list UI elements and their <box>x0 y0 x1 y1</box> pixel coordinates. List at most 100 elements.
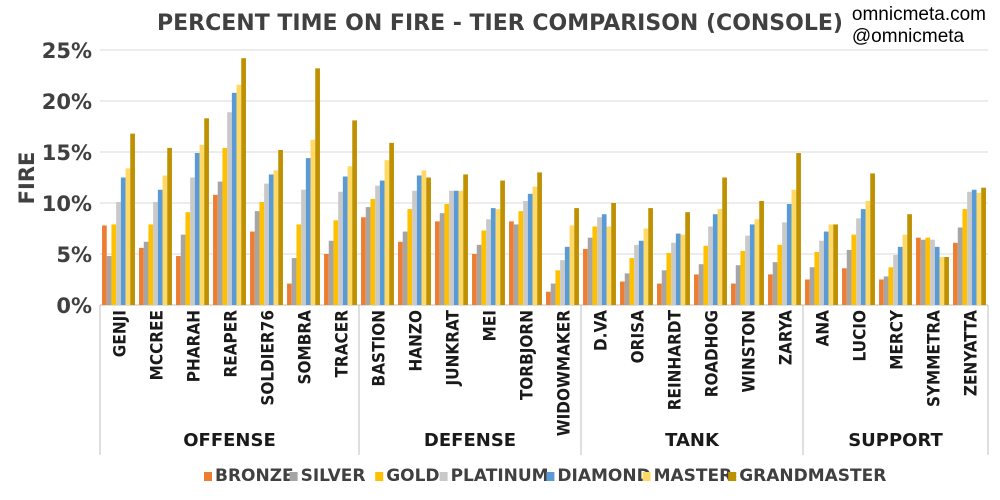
group-label-support: SUPPORT <box>848 430 943 451</box>
bar-mccree-silver <box>143 241 149 305</box>
bar-widowmaker-platinum <box>560 260 565 305</box>
bar-reinhardt-silver <box>661 270 667 305</box>
bar-reaper-diamond <box>231 92 237 305</box>
bar-mercy-grandmaster <box>907 214 912 305</box>
bar-junkrat-bronze <box>435 221 440 305</box>
bar-roadhog-grandmaster <box>722 177 727 305</box>
bar-pharah-grandmaster <box>204 118 209 305</box>
brand-handle: @omnicmeta <box>851 26 965 47</box>
category-label-pharah: PHARAH <box>185 310 205 382</box>
bar-reinhardt-platinum <box>671 242 676 305</box>
bar-tracer-platinum <box>338 191 343 305</box>
bar-reinhardt-gold <box>666 252 672 305</box>
bar-zarya-diamond <box>786 204 792 305</box>
bar-d-va-platinum <box>597 217 602 305</box>
category-label-tracer: TRACER <box>333 310 353 378</box>
bar-roadhog-bronze <box>694 274 699 305</box>
category-label-junkrat: JUNKRAT <box>444 309 464 386</box>
bar-mercy-diamond <box>897 246 903 305</box>
bar-reaper-bronze <box>213 194 218 305</box>
group-label-offense: OFFENSE <box>183 430 276 451</box>
bar-sombra-master <box>310 139 316 305</box>
category-label-d-va: D.VA <box>592 310 612 351</box>
bar-soldier76-bronze <box>250 231 255 305</box>
bar-zarya-master <box>791 189 797 305</box>
bar-tracer-bronze <box>324 254 329 305</box>
legend-swatch-gold <box>375 472 384 481</box>
legend-label-grandmaster: GRANDMASTER <box>739 466 886 486</box>
bar-lucio-grandmaster <box>870 173 875 305</box>
bar-pharah-bronze <box>176 256 181 305</box>
bar-hanzo-master <box>421 170 427 305</box>
bar-hanzo-silver <box>402 231 408 305</box>
bar-mei-platinum <box>486 219 491 305</box>
bar-zenyatta-grandmaster <box>981 187 986 305</box>
bar-orisa-master <box>643 228 649 305</box>
bar-mccree-gold <box>148 224 154 305</box>
category-label-genji: GENJI <box>111 310 131 357</box>
bar-pharah-master <box>199 144 205 305</box>
bar-reaper-grandmaster <box>241 58 246 305</box>
bar-hanzo-gold <box>407 209 413 305</box>
legend-swatch-grandmaster <box>728 472 737 481</box>
bar-sombra-bronze <box>287 283 292 305</box>
bar-mei-silver <box>476 244 482 305</box>
bar-genji-grandmaster <box>130 133 135 305</box>
bar-genji-master <box>125 168 131 305</box>
bar-hanzo-bronze <box>398 241 403 305</box>
bar-pharah-silver <box>180 234 186 305</box>
y-axis-ticks: 0% 5% 10% 15% 20% 25% <box>42 39 92 318</box>
bar-soldier76-platinum <box>264 183 269 305</box>
bar-roadhog-master <box>717 209 723 305</box>
bar-orisa-grandmaster <box>648 208 653 305</box>
bar-torbjorn-grandmaster <box>537 172 542 305</box>
bar-d-va-diamond <box>601 214 607 305</box>
bar-symmetra-silver <box>920 239 926 305</box>
bar-torbjorn-master <box>532 186 538 305</box>
bar-sombra-grandmaster <box>315 68 320 305</box>
bar-orisa-silver <box>624 273 630 305</box>
bar-d-va-gold <box>592 226 598 305</box>
legend-label-bronze: BRONZE <box>215 466 294 486</box>
bar-ana-platinum <box>819 240 824 305</box>
bar-tracer-gold <box>333 220 339 305</box>
bar-widowmaker-gold <box>555 270 561 305</box>
bar-symmetra-master <box>939 257 945 305</box>
bar-zarya-gold <box>777 244 783 305</box>
y-axis-label: FIRE <box>15 152 39 205</box>
legend-swatch-diamond <box>546 472 555 481</box>
bar-torbjorn-silver <box>513 224 519 305</box>
bar-mercy-silver <box>883 276 889 305</box>
bar-winston-silver <box>735 265 741 305</box>
bar-lucio-gold <box>851 234 857 305</box>
category-label-soldier76: SOLDIER76 <box>259 310 279 406</box>
bar-genji-platinum <box>116 201 121 305</box>
category-label-zarya: ZARYA <box>777 310 797 365</box>
bar-tracer-silver <box>328 240 334 305</box>
bar-torbjorn-diamond <box>527 193 533 305</box>
category-labels: GENJI MCCREE PHARAH REAPER SOLDIER76 SOMBRA TR… <box>111 309 982 436</box>
bar-soldier76-silver <box>254 211 260 305</box>
bar-soldier76-diamond <box>268 174 274 305</box>
legend-label-silver: SILVER <box>301 466 366 486</box>
bar-reinhardt-bronze <box>657 283 662 305</box>
bar-mccree-diamond <box>157 189 163 305</box>
bar-junkrat-diamond <box>453 190 459 305</box>
legend-label-platinum: PLATINUM <box>451 466 549 486</box>
bar-hanzo-grandmaster <box>426 177 431 305</box>
bar-torbjorn-platinum <box>523 200 528 305</box>
bar-mei-diamond <box>490 208 496 305</box>
bar-junkrat-platinum <box>449 190 454 305</box>
bar-mccree-platinum <box>153 201 158 305</box>
legend: BRONZE SILVER GOLD PLATINUM DIAMOND MASTER GRA… <box>204 466 886 486</box>
bar-junkrat-gold <box>444 204 450 305</box>
legend-label-master: MASTER <box>654 466 733 486</box>
category-label-mei: MEI <box>481 310 501 341</box>
y-tick-label: 10% <box>42 192 92 216</box>
bar-soldier76-master <box>273 170 279 305</box>
bar-zenyatta-master <box>976 192 982 305</box>
bar-mei-master <box>495 209 501 305</box>
bar-winston-bronze <box>731 283 736 305</box>
bar-mei-bronze <box>472 254 477 305</box>
category-label-roadhog: ROADHOG <box>703 310 723 397</box>
